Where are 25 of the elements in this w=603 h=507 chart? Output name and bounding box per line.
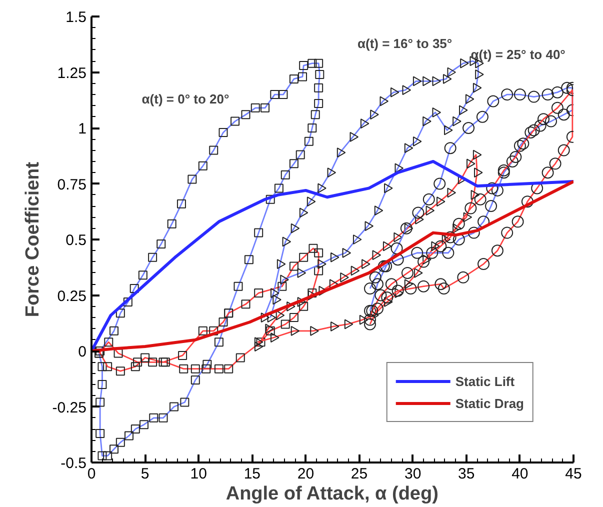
y-tick-label: 1 <box>78 120 86 138</box>
x-tick-label: 5 <box>140 466 150 482</box>
annotation: α(t) = 0° to 20° <box>142 92 230 107</box>
x-axis-title: Angle of Attack, α (deg) <box>226 484 438 504</box>
y-tick-label: 0.25 <box>57 288 87 305</box>
y-tick-label: 0.75 <box>57 176 87 194</box>
x-tick-label: 25 <box>350 466 368 482</box>
y-tick-label: -0.25 <box>52 399 87 416</box>
legend-label: Static Lift <box>455 374 515 388</box>
x-tick-label: 35 <box>458 466 475 482</box>
x-tick-label: 30 <box>404 466 422 482</box>
x-tick-label: 40 <box>512 466 528 482</box>
y-tick-label: 0.5 <box>66 232 87 249</box>
annotation: α(t) = 25° to 40° <box>470 46 566 62</box>
y-tick-label: 0 <box>78 344 86 360</box>
x-tick-label: 45 <box>565 466 582 482</box>
x-tick-label: 10 <box>190 466 207 482</box>
y-tick-label: -0.5 <box>60 455 87 472</box>
y-axis-title: Force Coefficient <box>22 161 44 318</box>
x-tick-label: 20 <box>297 466 314 482</box>
annotation: α(t) = 16° to 35° <box>357 36 452 51</box>
y-tick-label: 1.25 <box>57 64 87 82</box>
legend-label: Static Drag <box>455 396 524 410</box>
y-tick-label: 1.5 <box>66 9 87 26</box>
x-tick-label: 15 <box>244 466 261 482</box>
